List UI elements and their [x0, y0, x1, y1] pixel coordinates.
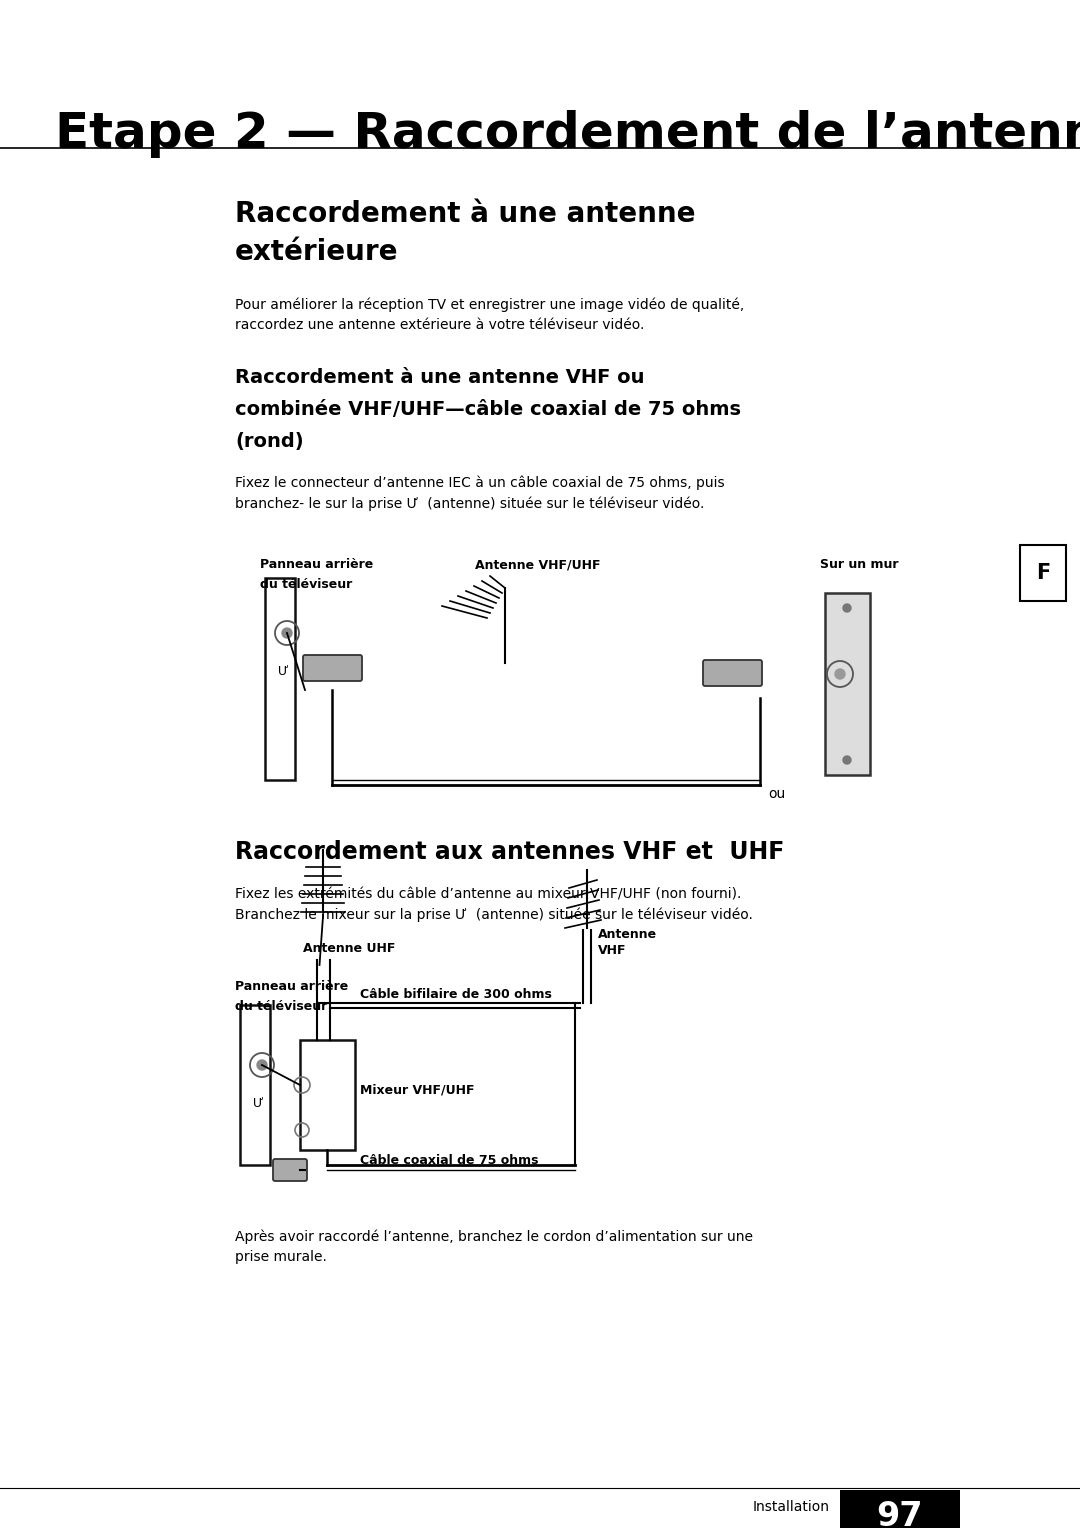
Text: combinée VHF/UHF—câble coaxial de 75 ohms: combinée VHF/UHF—câble coaxial de 75 ohm… — [235, 400, 741, 419]
Text: Raccordement à une antenne: Raccordement à une antenne — [235, 200, 696, 228]
Bar — [840, 1490, 960, 1528]
Text: extérieure: extérieure — [235, 238, 399, 266]
Text: Antenne UHF: Antenne UHF — [303, 941, 395, 955]
Text: Installation: Installation — [753, 1500, 831, 1514]
Circle shape — [843, 756, 851, 764]
Text: Mixeur VHF/UHF: Mixeur VHF/UHF — [360, 1083, 474, 1097]
Text: Raccordement aux antennes VHF et  UHF: Raccordement aux antennes VHF et UHF — [235, 840, 784, 863]
Circle shape — [282, 628, 292, 639]
Bar — [825, 593, 870, 775]
Bar — [1020, 545, 1066, 601]
Text: F: F — [1036, 562, 1050, 584]
Text: Fixez le connecteur d’antenne IEC à un câble coaxial de 75 ohms, puis
branchez- : Fixez le connecteur d’antenne IEC à un c… — [235, 477, 725, 510]
Text: du téléviseur: du téléviseur — [235, 999, 327, 1013]
Text: ou: ou — [768, 787, 785, 801]
Text: Ư: Ư — [253, 1097, 264, 1109]
Text: Antenne VHF/UHF: Antenne VHF/UHF — [475, 558, 600, 571]
Circle shape — [257, 1060, 267, 1070]
Text: 97: 97 — [877, 1499, 923, 1528]
Text: Fixez les extrémités du câble d’antenne au mixeur VHF/UHF (non fourni).
Branchez: Fixez les extrémités du câble d’antenne … — [235, 888, 753, 923]
Text: Sur un mur: Sur un mur — [820, 558, 899, 571]
Text: Etape 2 — Raccordement de l’antenne: Etape 2 — Raccordement de l’antenne — [55, 110, 1080, 157]
FancyBboxPatch shape — [703, 660, 762, 686]
Bar — [240, 1005, 270, 1164]
Text: (rond): (rond) — [235, 432, 303, 451]
FancyBboxPatch shape — [303, 656, 362, 681]
Text: Raccordement à une antenne VHF ou: Raccordement à une antenne VHF ou — [235, 368, 645, 387]
Text: Antenne
VHF: Antenne VHF — [598, 927, 657, 957]
Circle shape — [835, 669, 845, 678]
Text: Câble bifilaire de 300 ohms: Câble bifilaire de 300 ohms — [360, 989, 552, 1001]
Text: Panneau arrière: Panneau arrière — [235, 979, 348, 993]
Text: Après avoir raccordé l’antenne, branchez le cordon d’alimentation sur une
prise : Après avoir raccordé l’antenne, branchez… — [235, 1230, 753, 1264]
Text: Câble coaxial de 75 ohms: Câble coaxial de 75 ohms — [360, 1154, 539, 1167]
Circle shape — [843, 604, 851, 613]
Bar — [265, 578, 295, 779]
Text: du téléviseur: du téléviseur — [260, 578, 352, 591]
Text: Pour améliorer la réception TV et enregistrer une image vidéo de qualité,
raccor: Pour améliorer la réception TV et enregi… — [235, 298, 744, 332]
FancyBboxPatch shape — [273, 1160, 307, 1181]
Text: Ư: Ư — [278, 665, 288, 678]
Text: Panneau arrière: Panneau arrière — [260, 558, 374, 571]
Bar — [300, 1041, 355, 1151]
